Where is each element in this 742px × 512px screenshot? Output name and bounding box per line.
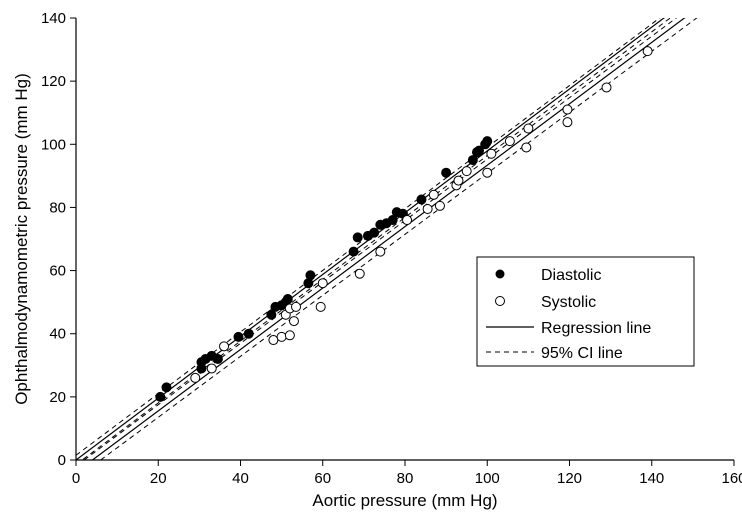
systolic-point [317,278,328,289]
diastolic-point [352,232,363,243]
diastolic-point [441,167,452,178]
legend-diastolic-label: Diastolic [541,267,601,284]
systolic-point [562,104,573,115]
systolic-point [190,372,201,383]
legend-systolic-label: Systolic [541,294,596,311]
regression-line [92,18,686,460]
diastolic-point [482,136,493,147]
systolic-point [291,301,302,312]
diastolic-point [243,328,254,339]
systolic-point [504,136,515,147]
diastolic-point [416,194,427,205]
x-tick-label: 120 [557,470,582,487]
x-tick-label: 0 [72,470,80,487]
diastolic-point [369,227,380,238]
ci-line [81,18,672,460]
systolic-point [422,204,433,215]
systolic-point [375,246,386,257]
y-tick-label: 140 [41,10,66,27]
diastolic-point [233,331,244,342]
systolic-point [486,148,497,159]
systolic-point [523,123,534,134]
legend-systolic-marker [495,296,505,306]
systolic-point [642,46,653,57]
diastolic-point [467,155,478,166]
systolic-point [315,301,326,312]
diastolic-point [282,293,293,304]
x-tick-label: 160 [721,470,742,487]
y-tick-label: 60 [49,263,66,280]
systolic-point [284,330,295,341]
diastolic-point [348,246,359,257]
legend-ci-label: 95% CI line [541,345,623,362]
systolic-point [482,167,493,178]
systolic-point [453,175,464,186]
y-tick-label: 0 [58,452,66,469]
systolic-point [521,142,532,153]
x-axis-title: Aortic pressure (mm Hg) [312,491,497,510]
y-tick-label: 20 [49,389,66,406]
y-tick-label: 100 [41,136,66,153]
systolic-point [288,316,299,327]
systolic-point [402,215,413,226]
legend-regression-label: Regression line [541,320,651,337]
y-tick-label: 120 [41,73,66,90]
x-tick-label: 40 [232,470,249,487]
diastolic-point [474,145,485,156]
systolic-point [276,331,287,342]
data-points [155,46,653,402]
y-tick-label: 40 [49,326,66,343]
systolic-point [601,82,612,93]
systolic-point [219,341,230,352]
ci-line [83,18,678,460]
x-tick-label: 140 [639,470,664,487]
legend-diastolic-marker [495,269,505,279]
x-tick-label: 20 [150,470,167,487]
systolic-point [428,189,439,200]
systolic-point [434,200,445,211]
legend-box [476,256,695,367]
ci-line [100,18,698,460]
diastolic-point [305,270,316,281]
diastolic-point [387,215,398,226]
diastolic-point [155,391,166,402]
systolic-point [461,166,472,177]
systolic-point [268,335,279,346]
x-tick-label: 80 [397,470,414,487]
y-axis-title: Ophthalmodynamometric pressure (mm Hg) [12,73,31,405]
diastolic-point [161,382,172,393]
y-tick-label: 80 [49,199,66,216]
axes: 0 20 40 60 80 100 120 140 160 0 20 40 60 80 100 120 140 [41,10,742,487]
x-tick-label: 100 [475,470,500,487]
diastolic-point [212,353,223,364]
diastolic-point [266,309,277,320]
systolic-point [354,268,365,279]
systolic-point [206,363,217,374]
x-tick-label: 60 [314,470,331,487]
systolic-point [562,117,573,128]
legend: Diastolic Systolic Regression line 95% C… [476,256,695,367]
